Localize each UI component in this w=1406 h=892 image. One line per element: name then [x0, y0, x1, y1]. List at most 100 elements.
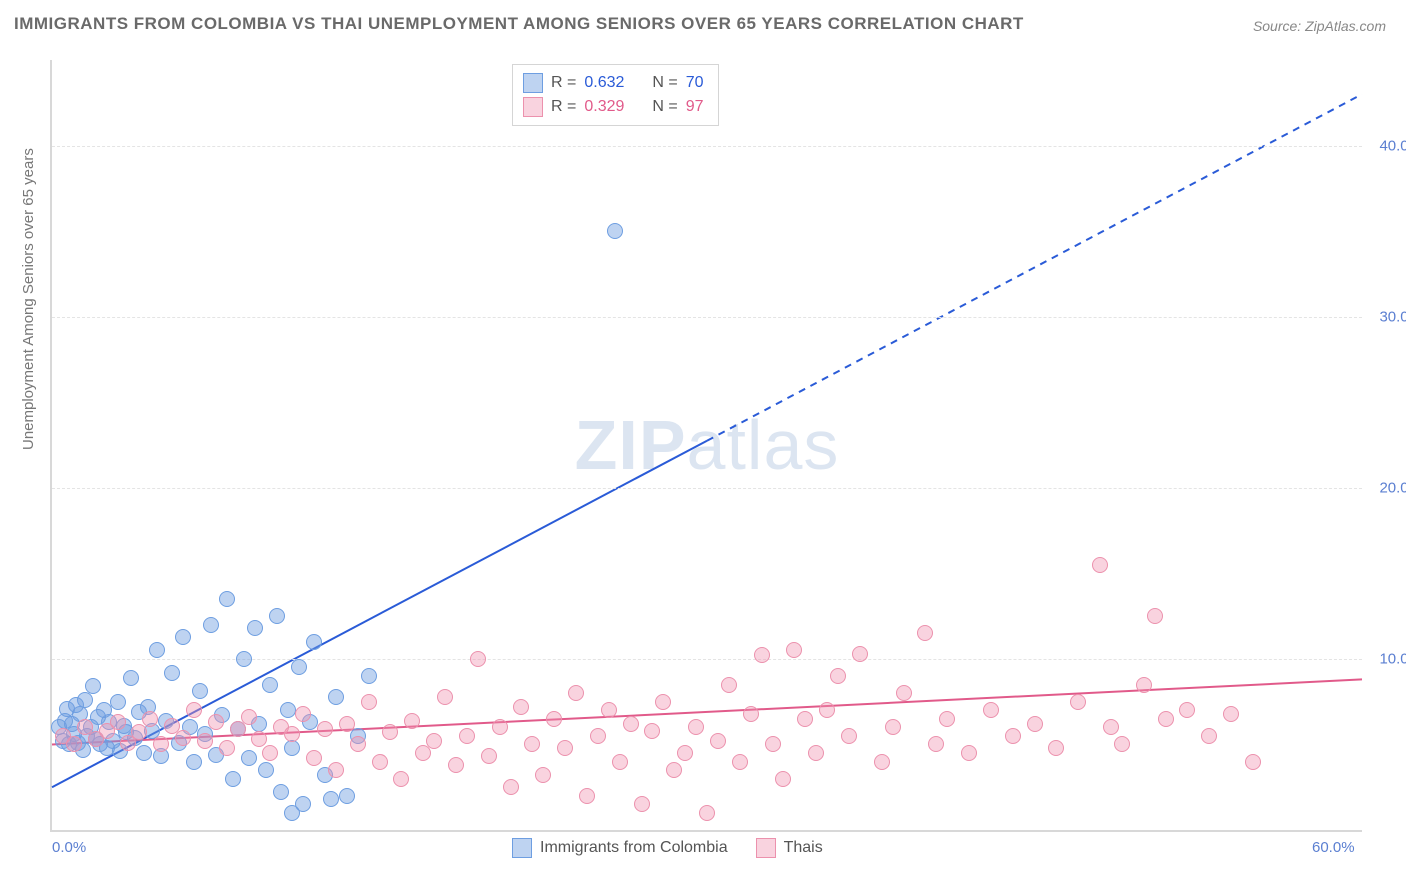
data-point-thai	[732, 754, 748, 770]
data-point-colombia	[219, 591, 235, 607]
data-point-thai	[524, 736, 540, 752]
data-point-colombia	[339, 788, 355, 804]
data-point-thai	[513, 699, 529, 715]
data-point-colombia	[280, 702, 296, 718]
y-axis-title: Unemployment Among Seniors over 65 years	[20, 148, 37, 450]
data-point-colombia	[186, 754, 202, 770]
swatch-thai	[756, 838, 776, 858]
data-point-colombia	[192, 683, 208, 699]
data-point-thai	[1201, 728, 1217, 744]
data-point-thai	[1070, 694, 1086, 710]
source-label: Source: ZipAtlas.com	[1253, 18, 1386, 34]
data-point-thai	[361, 694, 377, 710]
data-point-thai	[437, 689, 453, 705]
data-point-colombia	[123, 670, 139, 686]
data-point-thai	[1114, 736, 1130, 752]
data-point-colombia	[175, 629, 191, 645]
data-point-thai	[699, 805, 715, 821]
data-point-thai	[175, 730, 191, 746]
data-point-colombia	[203, 617, 219, 633]
n-label: N =	[652, 74, 677, 92]
data-point-thai	[1103, 719, 1119, 735]
data-point-colombia	[269, 608, 285, 624]
data-point-thai	[197, 733, 213, 749]
data-point-thai	[350, 736, 366, 752]
data-point-thai	[1092, 557, 1108, 573]
data-point-thai	[710, 733, 726, 749]
data-point-thai	[601, 702, 617, 718]
data-point-thai	[481, 748, 497, 764]
data-point-thai	[241, 709, 257, 725]
data-point-thai	[1158, 711, 1174, 727]
data-point-thai	[1027, 716, 1043, 732]
data-point-thai	[110, 714, 126, 730]
data-point-thai	[961, 745, 977, 761]
data-point-thai	[557, 740, 573, 756]
data-point-thai	[131, 724, 147, 740]
r-value-colombia: 0.632	[584, 74, 624, 92]
data-point-colombia	[306, 634, 322, 650]
data-point-thai	[579, 788, 595, 804]
data-point-thai	[186, 702, 202, 718]
r-value-thai: 0.329	[584, 98, 624, 116]
data-point-thai	[393, 771, 409, 787]
data-point-thai	[666, 762, 682, 778]
legend-top: R = 0.632 N = 70 R = 0.329 N = 97	[512, 64, 719, 126]
y-tick-label: 10.0%	[1368, 650, 1406, 667]
data-point-thai	[208, 714, 224, 730]
data-point-thai	[142, 711, 158, 727]
data-point-thai	[470, 651, 486, 667]
data-point-colombia	[291, 659, 307, 675]
data-point-thai	[721, 677, 737, 693]
data-point-thai	[1048, 740, 1064, 756]
swatch-colombia	[512, 838, 532, 858]
data-point-thai	[448, 757, 464, 773]
y-tick-label: 40.0%	[1368, 137, 1406, 154]
data-point-thai	[339, 716, 355, 732]
data-point-thai	[1179, 702, 1195, 718]
data-point-thai	[219, 740, 235, 756]
data-point-colombia	[258, 762, 274, 778]
data-point-thai	[306, 750, 322, 766]
data-point-colombia	[273, 784, 289, 800]
legend-bottom-item-thai: Thais	[756, 838, 823, 858]
data-point-thai	[546, 711, 562, 727]
data-point-thai	[754, 647, 770, 663]
grid-line	[52, 317, 1362, 318]
data-point-thai	[786, 642, 802, 658]
data-point-colombia	[164, 665, 180, 681]
n-label: N =	[652, 98, 677, 116]
data-point-thai	[66, 736, 82, 752]
data-point-thai	[939, 711, 955, 727]
data-point-thai	[830, 668, 846, 684]
data-point-thai	[1245, 754, 1261, 770]
chart-container: IMMIGRANTS FROM COLOMBIA VS THAI UNEMPLO…	[0, 0, 1406, 892]
data-point-thai	[688, 719, 704, 735]
data-point-thai	[503, 779, 519, 795]
data-point-thai	[743, 706, 759, 722]
grid-line	[52, 488, 1362, 489]
legend-label-thai: Thais	[784, 839, 823, 857]
data-point-colombia	[262, 677, 278, 693]
n-value-thai: 97	[686, 98, 704, 116]
data-point-thai	[1147, 608, 1163, 624]
data-point-thai	[1005, 728, 1021, 744]
data-point-thai	[590, 728, 606, 744]
n-value-colombia: 70	[686, 74, 704, 92]
legend-label-colombia: Immigrants from Colombia	[540, 839, 728, 857]
data-point-colombia	[136, 745, 152, 761]
data-point-colombia	[607, 223, 623, 239]
data-point-thai	[404, 713, 420, 729]
data-point-thai	[765, 736, 781, 752]
data-point-thai	[928, 736, 944, 752]
data-point-thai	[612, 754, 628, 770]
data-point-thai	[775, 771, 791, 787]
data-point-thai	[1223, 706, 1239, 722]
data-point-thai	[382, 724, 398, 740]
data-point-thai	[426, 733, 442, 749]
r-label: R =	[551, 74, 576, 92]
data-point-colombia	[225, 771, 241, 787]
y-tick-label: 20.0%	[1368, 479, 1406, 496]
data-point-thai	[917, 625, 933, 641]
data-point-thai	[492, 719, 508, 735]
